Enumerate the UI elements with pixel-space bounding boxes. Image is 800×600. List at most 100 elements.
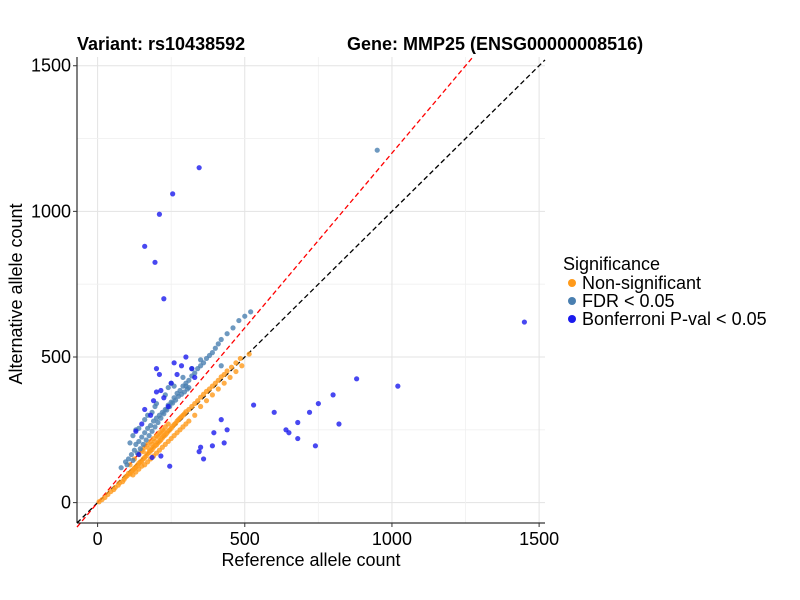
- grid-lines: [77, 57, 545, 523]
- point-series-1: [124, 462, 130, 468]
- point-series-1: [130, 433, 136, 439]
- point-series-1: [143, 437, 149, 443]
- point-series-1: [142, 430, 148, 436]
- y-tick-label: 500: [41, 347, 71, 367]
- point-series-2: [198, 444, 204, 450]
- point-series-2: [251, 402, 257, 408]
- point-series-2: [165, 403, 171, 410]
- point-series-0: [237, 355, 243, 362]
- point-series-0: [161, 428, 167, 434]
- point-series-2: [306, 409, 313, 415]
- point-series-1: [118, 465, 124, 471]
- point-series-0: [239, 363, 245, 369]
- point-series-2: [158, 453, 164, 459]
- point-series-2: [211, 430, 217, 436]
- point-series-1: [218, 336, 224, 343]
- x-tick-label: 1000: [372, 529, 412, 549]
- point-series-1: [180, 374, 186, 380]
- legend-label-2: Bonferroni P-val < 0.05: [582, 309, 767, 329]
- point-series-2: [161, 395, 167, 401]
- y-tick-label: 0: [61, 493, 71, 513]
- point-series-0: [233, 368, 239, 375]
- point-series-2: [152, 259, 158, 265]
- point-series-2: [200, 456, 207, 462]
- reference-line-slope-1: [76, 59, 546, 524]
- y-axis-ticks: 0 500 1000 1500: [31, 56, 77, 513]
- point-series-0: [221, 380, 227, 386]
- point-series-1: [224, 331, 230, 337]
- point-series-2: [189, 366, 195, 372]
- x-axis-ticks: 0 500 1000 1500: [93, 523, 559, 549]
- point-series-2: [336, 421, 342, 427]
- y-axis-label: Alternative allele count: [6, 203, 26, 384]
- point-series-0: [233, 360, 239, 366]
- point-series-0: [192, 412, 198, 418]
- point-series-2: [153, 389, 160, 395]
- point-series-1: [152, 403, 158, 410]
- point-series-2: [521, 319, 527, 325]
- point-series-2: [133, 428, 139, 434]
- legend-key-2: [568, 315, 576, 323]
- point-series-2: [139, 421, 145, 427]
- legend-key-1: [568, 297, 576, 305]
- point-series-1: [146, 433, 152, 439]
- point-series-2: [354, 376, 360, 382]
- point-series-2: [142, 243, 148, 249]
- point-series-2: [168, 380, 174, 386]
- point-series-1: [173, 397, 179, 403]
- axes: [76, 57, 545, 524]
- point-series-0: [146, 446, 152, 452]
- point-series-0: [227, 374, 233, 380]
- point-series-2: [192, 374, 198, 380]
- point-series-1: [147, 422, 154, 429]
- point-series-1: [140, 441, 146, 447]
- point-series-1: [152, 424, 158, 430]
- point-series-2: [315, 400, 321, 407]
- point-series-1: [136, 438, 142, 445]
- legend-key-0: [568, 279, 576, 287]
- point-series-0: [195, 398, 201, 404]
- point-series-1: [139, 434, 145, 440]
- point-series-1: [186, 384, 192, 391]
- point-series-2: [167, 463, 173, 469]
- point-series-0: [165, 421, 171, 427]
- point-series-1: [161, 411, 167, 417]
- point-series-2: [156, 211, 163, 217]
- y-tick-label: 1000: [31, 201, 71, 221]
- point-series-2: [161, 296, 167, 302]
- point-series-2: [224, 427, 230, 433]
- point-series-1: [248, 309, 254, 315]
- point-series-1: [192, 370, 198, 376]
- point-series-2: [142, 406, 148, 413]
- legend-title: Significance: [563, 254, 660, 274]
- point-series-1: [236, 317, 242, 324]
- x-axis-label: Reference allele count: [221, 550, 400, 570]
- point-series-2: [286, 430, 292, 436]
- point-series-0: [186, 418, 192, 424]
- point-series-0: [198, 403, 204, 410]
- point-series-1: [230, 325, 236, 331]
- point-series-0: [215, 386, 221, 392]
- point-series-1: [149, 428, 155, 434]
- point-series-1: [186, 377, 192, 383]
- point-series-2: [330, 392, 336, 398]
- point-series-1: [209, 350, 215, 356]
- point-series-2: [171, 360, 177, 366]
- point-series-2: [209, 443, 215, 449]
- point-series-1: [142, 417, 148, 423]
- point-series-2: [271, 409, 277, 415]
- point-series-1: [155, 419, 161, 426]
- point-series-2: [158, 387, 164, 394]
- point-series-0: [209, 392, 215, 398]
- point-series-2: [395, 383, 401, 389]
- point-series-1: [198, 357, 204, 363]
- point-series-1: [125, 456, 132, 462]
- reference-lines: [76, 56, 546, 528]
- point-series-0: [228, 364, 235, 370]
- chart-title-variant: Variant: rs10438592: [77, 34, 245, 54]
- point-series-2: [174, 371, 180, 378]
- point-series-2: [295, 435, 301, 442]
- reference-line-slope-1.2: [76, 56, 474, 528]
